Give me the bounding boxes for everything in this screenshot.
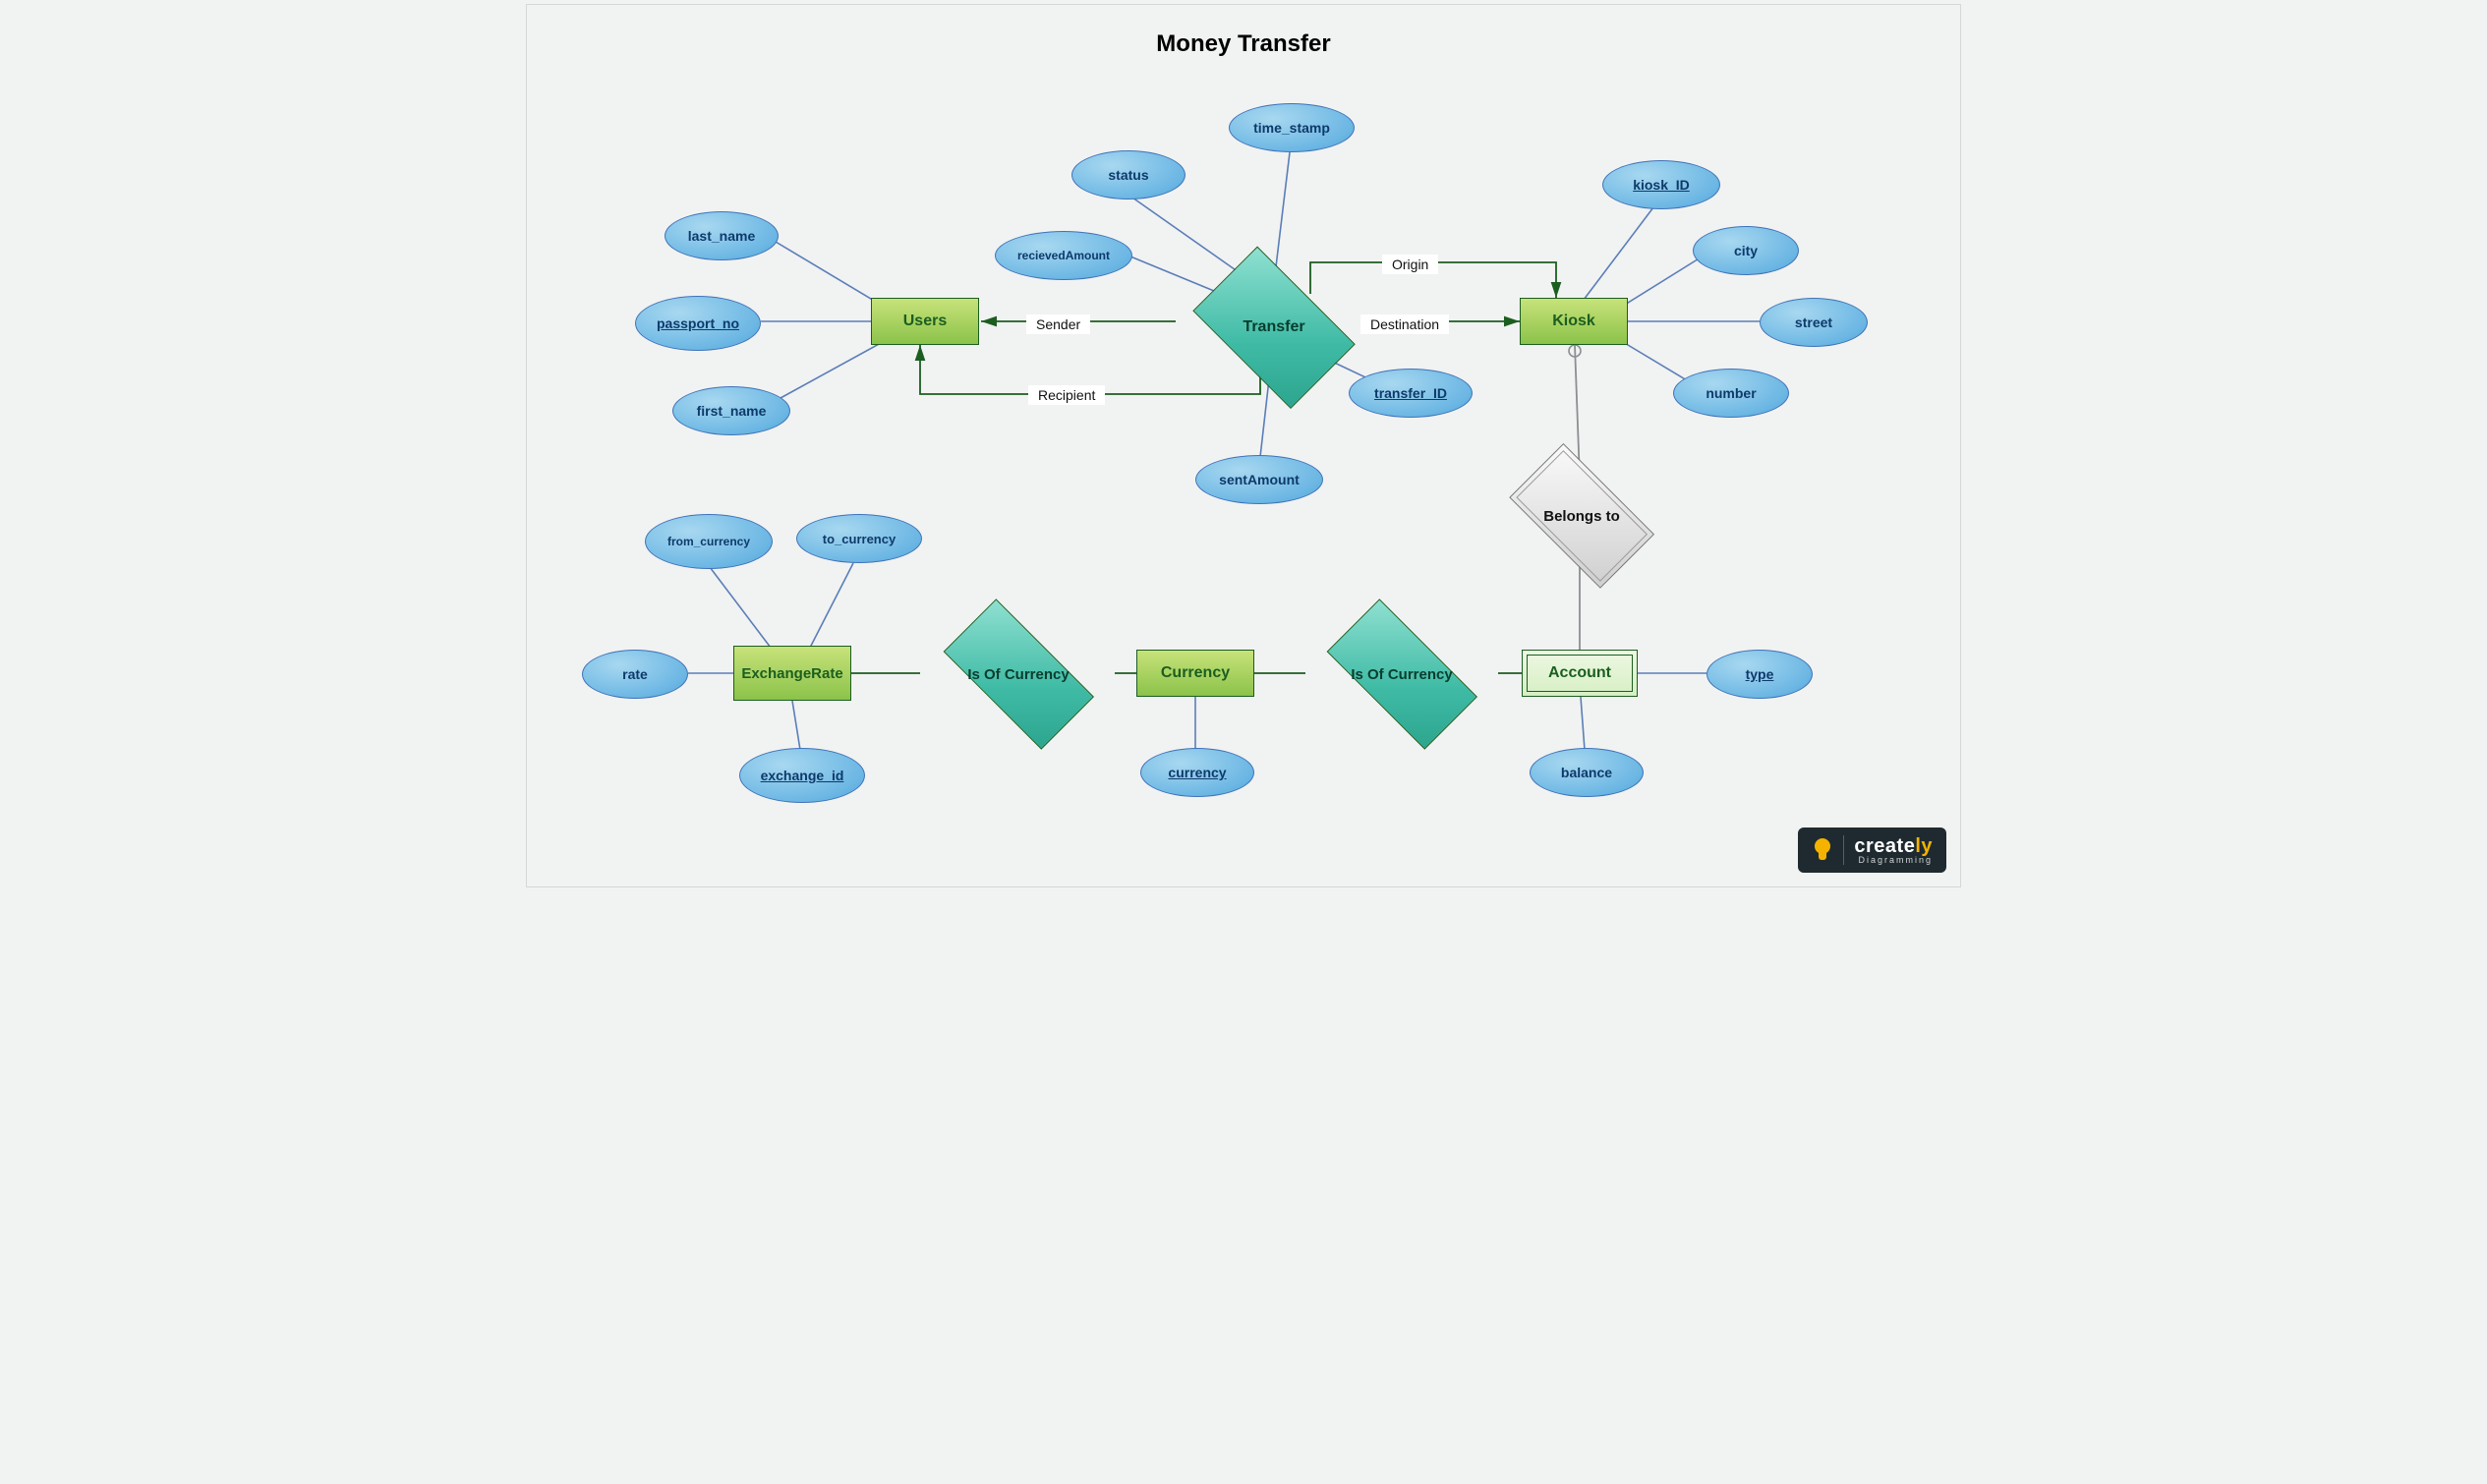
attribute-currency_a[interactable]: currency	[1140, 748, 1254, 797]
attribute-label: rate	[616, 666, 654, 682]
attribute-label: currency	[1162, 765, 1232, 780]
logo-text-a: create	[1854, 835, 1915, 857]
edge-label-sender: Sender	[1026, 314, 1090, 334]
entity-label: Currency	[1155, 664, 1236, 682]
attribute-label: balance	[1555, 765, 1618, 780]
relationship-isof1[interactable]: Is Of Currency	[920, 636, 1117, 713]
attribute-type[interactable]: type	[1706, 650, 1813, 699]
edge-label-destination: Destination	[1360, 314, 1449, 334]
attribute-recv_amt[interactable]: recievedAmount	[995, 231, 1132, 280]
attribute-street[interactable]: street	[1760, 298, 1868, 347]
relationship-isof2[interactable]: Is Of Currency	[1303, 636, 1500, 713]
relationship-label: Is Of Currency	[920, 636, 1117, 713]
entity-account[interactable]: Account	[1522, 650, 1638, 697]
attribute-time_stamp[interactable]: time_stamp	[1229, 103, 1355, 152]
relationship-transfer[interactable]: Transfer	[1176, 280, 1372, 373]
edge	[781, 343, 881, 398]
attribute-label: kiosk_ID	[1627, 177, 1696, 193]
attribute-label: recievedAmount	[1012, 249, 1116, 262]
attribute-label: number	[1700, 385, 1762, 401]
entity-label: Users	[897, 313, 953, 330]
attribute-transfer_id[interactable]: transfer_ID	[1349, 369, 1473, 418]
logo-subtext: Diagramming	[1854, 856, 1933, 865]
relationship-label: Is Of Currency	[1303, 636, 1500, 713]
entity-currency[interactable]: Currency	[1136, 650, 1254, 697]
attribute-from_curr[interactable]: from_currency	[645, 514, 773, 569]
attribute-status[interactable]: status	[1071, 150, 1186, 200]
diagram-canvas: Money Transfer Users Kiosk ExchangeRate Cur…	[526, 4, 1961, 887]
attribute-to_curr[interactable]: to_currency	[796, 514, 922, 563]
logo-text-b: ly	[1915, 835, 1933, 857]
entity-exrate[interactable]: ExchangeRate	[733, 646, 851, 701]
entity-label: Kiosk	[1546, 313, 1601, 330]
attribute-label: street	[1789, 314, 1838, 330]
attribute-exchange_id[interactable]: exchange_id	[739, 748, 865, 803]
attribute-label: city	[1728, 243, 1764, 258]
edge	[1620, 253, 1708, 308]
attribute-label: passport_no	[651, 315, 745, 331]
diagram-title: Money Transfer	[527, 30, 1960, 58]
entity-users[interactable]: Users	[871, 298, 979, 345]
edge	[1581, 697, 1585, 750]
attribute-first_name[interactable]: first_name	[672, 386, 790, 435]
attribute-last_name[interactable]: last_name	[665, 211, 779, 260]
attribute-label: last_name	[682, 228, 761, 244]
attribute-label: status	[1102, 167, 1154, 183]
lightbulb-icon	[1812, 836, 1833, 864]
attribute-label: transfer_ID	[1368, 385, 1453, 401]
attribute-label: to_currency	[817, 532, 901, 546]
entity-kiosk[interactable]: Kiosk	[1520, 298, 1628, 345]
edge	[1584, 207, 1653, 300]
attribute-label: from_currency	[662, 535, 756, 548]
attribute-label: first_name	[691, 403, 773, 419]
edge-label-origin: Origin	[1382, 255, 1438, 274]
attribute-label: type	[1740, 666, 1780, 682]
attribute-label: sentAmount	[1213, 472, 1305, 487]
edge	[1274, 152, 1290, 283]
edge	[810, 563, 853, 648]
edge	[771, 239, 876, 302]
attribute-city[interactable]: city	[1693, 226, 1799, 275]
edge-label-recipient: Recipient	[1028, 385, 1105, 405]
attribute-balance[interactable]: balance	[1530, 748, 1644, 797]
entity-label: Account	[1542, 664, 1617, 682]
attribute-label: exchange_id	[755, 768, 850, 783]
attribute-kiosk_id[interactable]: kiosk_ID	[1602, 160, 1720, 209]
edge	[710, 567, 771, 648]
creately-logo: creately Diagramming	[1798, 828, 1946, 873]
relationship-belongs[interactable]: Belongs to	[1490, 477, 1673, 555]
entity-label: ExchangeRate	[735, 665, 848, 682]
relationship-label: Belongs to	[1490, 477, 1673, 555]
relationship-label: Transfer	[1176, 280, 1372, 373]
attribute-passport_no[interactable]: passport_no	[635, 296, 761, 351]
edge	[792, 701, 800, 750]
attribute-rate[interactable]: rate	[582, 650, 688, 699]
attribute-label: time_stamp	[1247, 120, 1336, 136]
attribute-sent_amt[interactable]: sentAmount	[1195, 455, 1323, 504]
attribute-number[interactable]: number	[1673, 369, 1789, 418]
